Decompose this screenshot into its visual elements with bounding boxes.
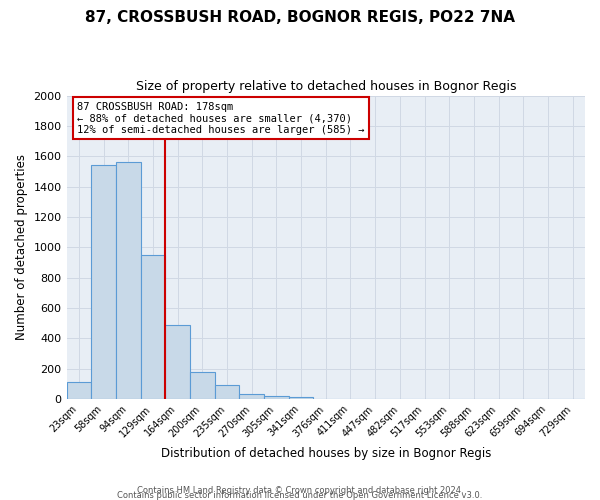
Bar [67, 382, 91, 399]
Text: 87 CROSSBUSH ROAD: 178sqm
← 88% of detached houses are smaller (4,370)
12% of se: 87 CROSSBUSH ROAD: 178sqm ← 88% of detac… [77, 102, 364, 135]
Bar [215, 385, 239, 399]
Bar [91, 166, 116, 399]
Bar [190, 372, 215, 399]
Bar [239, 394, 264, 399]
Text: Contains HM Land Registry data © Crown copyright and database right 2024.: Contains HM Land Registry data © Crown c… [137, 486, 463, 495]
Bar [289, 398, 313, 399]
Bar [140, 255, 165, 399]
Bar [264, 396, 289, 399]
X-axis label: Distribution of detached houses by size in Bognor Regis: Distribution of detached houses by size … [161, 447, 491, 460]
Bar [165, 324, 190, 399]
Title: Size of property relative to detached houses in Bognor Regis: Size of property relative to detached ho… [136, 80, 516, 93]
Y-axis label: Number of detached properties: Number of detached properties [15, 154, 28, 340]
Bar [116, 162, 140, 399]
Text: Contains public sector information licensed under the Open Government Licence v3: Contains public sector information licen… [118, 490, 482, 500]
Text: 87, CROSSBUSH ROAD, BOGNOR REGIS, PO22 7NA: 87, CROSSBUSH ROAD, BOGNOR REGIS, PO22 7… [85, 10, 515, 25]
